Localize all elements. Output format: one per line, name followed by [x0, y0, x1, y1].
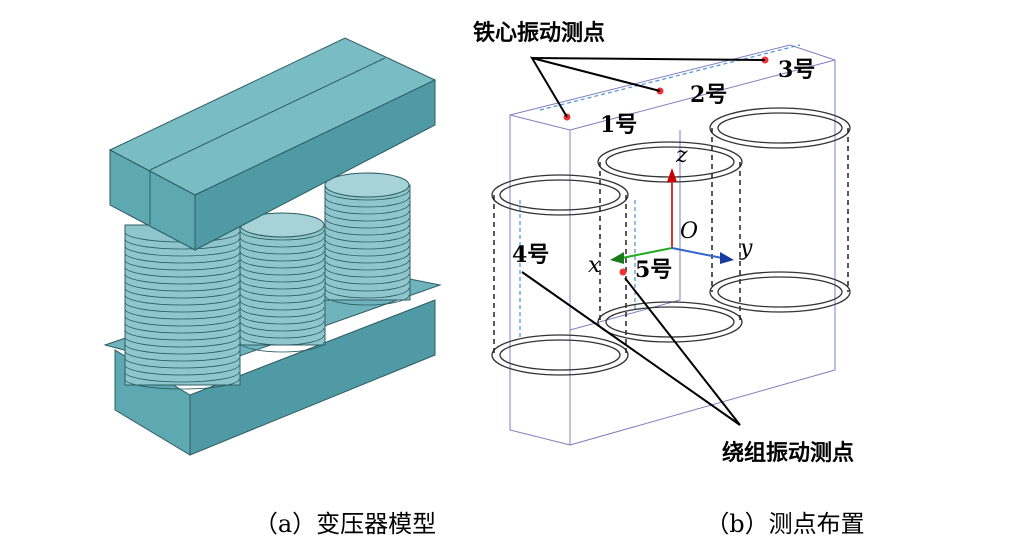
coil-stripe: [239, 306, 325, 318]
axis-y: y: [739, 236, 753, 261]
coil-stripe: [124, 273, 240, 285]
point-1: 1号: [600, 112, 637, 138]
coil-stripe: [324, 280, 410, 292]
winding-label: 绕组振动测点: [722, 440, 854, 466]
coil-stripe: [239, 313, 325, 325]
measurement-layout: z O x y 铁心振动测点 绕组振动测点 1号 2号 3号 4号 5号: [473, 20, 854, 466]
coil-stripe: [124, 336, 240, 348]
coil-stripe: [324, 231, 410, 243]
coil-stripe: [239, 334, 325, 346]
coil-stripe: [124, 364, 240, 376]
coil-stripe: [324, 189, 410, 201]
coil-ring: [605, 146, 735, 178]
coil-stripe: [324, 203, 410, 215]
coil-stripe: [239, 292, 325, 304]
caption-b: （b）测点布置: [705, 510, 864, 538]
coil-ring: [709, 271, 851, 313]
coil-stripe: [124, 371, 240, 383]
coil-stripe: [124, 245, 240, 257]
coil-stripe: [324, 259, 410, 271]
coil-stripe: [324, 210, 410, 222]
coil-stripe: [239, 327, 325, 339]
caption-a: （a）变压器模型: [254, 510, 436, 538]
coil-stripe: [239, 229, 325, 241]
coil-stripe: [124, 343, 240, 355]
coil-stripe: [124, 329, 240, 341]
coil-stripe: [324, 217, 410, 229]
coil-ring: [717, 112, 843, 144]
point-3: 3号: [778, 57, 815, 83]
coil-stripe: [239, 278, 325, 290]
coil-ring: [499, 339, 621, 371]
coil-stripe: [324, 245, 410, 257]
coil-stripe: [124, 378, 240, 390]
coil-ring: [717, 276, 843, 308]
coil-stripe: [124, 238, 240, 250]
axis-origin: O: [680, 219, 698, 244]
point-5: 5号: [635, 257, 672, 283]
coil-stripe: [324, 266, 410, 278]
coil-ring: [491, 334, 629, 376]
coil-stripe: [324, 196, 410, 208]
coil-stripe: [239, 299, 325, 311]
point-2: 2号: [690, 82, 727, 108]
coil-stripe: [324, 294, 410, 306]
coil-stripe: [124, 266, 240, 278]
core-label: 铁心振动测点: [473, 20, 605, 46]
coil-stripe: [239, 271, 325, 283]
coil-stripe: [324, 287, 410, 299]
coil-ring: [709, 107, 851, 149]
coil-stripe: [239, 250, 325, 262]
coil-stripe: [124, 280, 240, 292]
coil-stripe: [124, 322, 240, 334]
coil-stripe: [239, 243, 325, 255]
coil-stripe: [124, 357, 240, 369]
coil-stripe: [124, 350, 240, 362]
coil-stripe: [239, 264, 325, 276]
coil-stripe: [124, 259, 240, 271]
coil-stripe: [324, 224, 410, 236]
coil-stripe: [324, 252, 410, 264]
coil-stripe: [124, 252, 240, 264]
coil-stripe: [239, 236, 325, 248]
coil-ring: [597, 301, 743, 343]
coil-stripe: [124, 301, 240, 313]
coil-ring: [605, 306, 735, 338]
point-4: 4号: [512, 242, 549, 268]
coil-stripe: [239, 341, 325, 353]
axis-x: x: [588, 253, 601, 278]
coil-ring: [491, 174, 629, 216]
coil-stripe: [124, 315, 240, 327]
coil-stripe: [124, 308, 240, 320]
transformer-model: [103, 37, 442, 456]
coil-stripe: [239, 320, 325, 332]
coil-stripe: [239, 285, 325, 297]
coil-stripe: [124, 294, 240, 306]
axis-z: z: [675, 143, 688, 168]
coil-stripe: [324, 273, 410, 285]
coil-stripe: [324, 238, 410, 250]
coil-stripe: [239, 257, 325, 269]
coil-ring: [499, 179, 621, 211]
coil-stripe: [124, 287, 240, 299]
